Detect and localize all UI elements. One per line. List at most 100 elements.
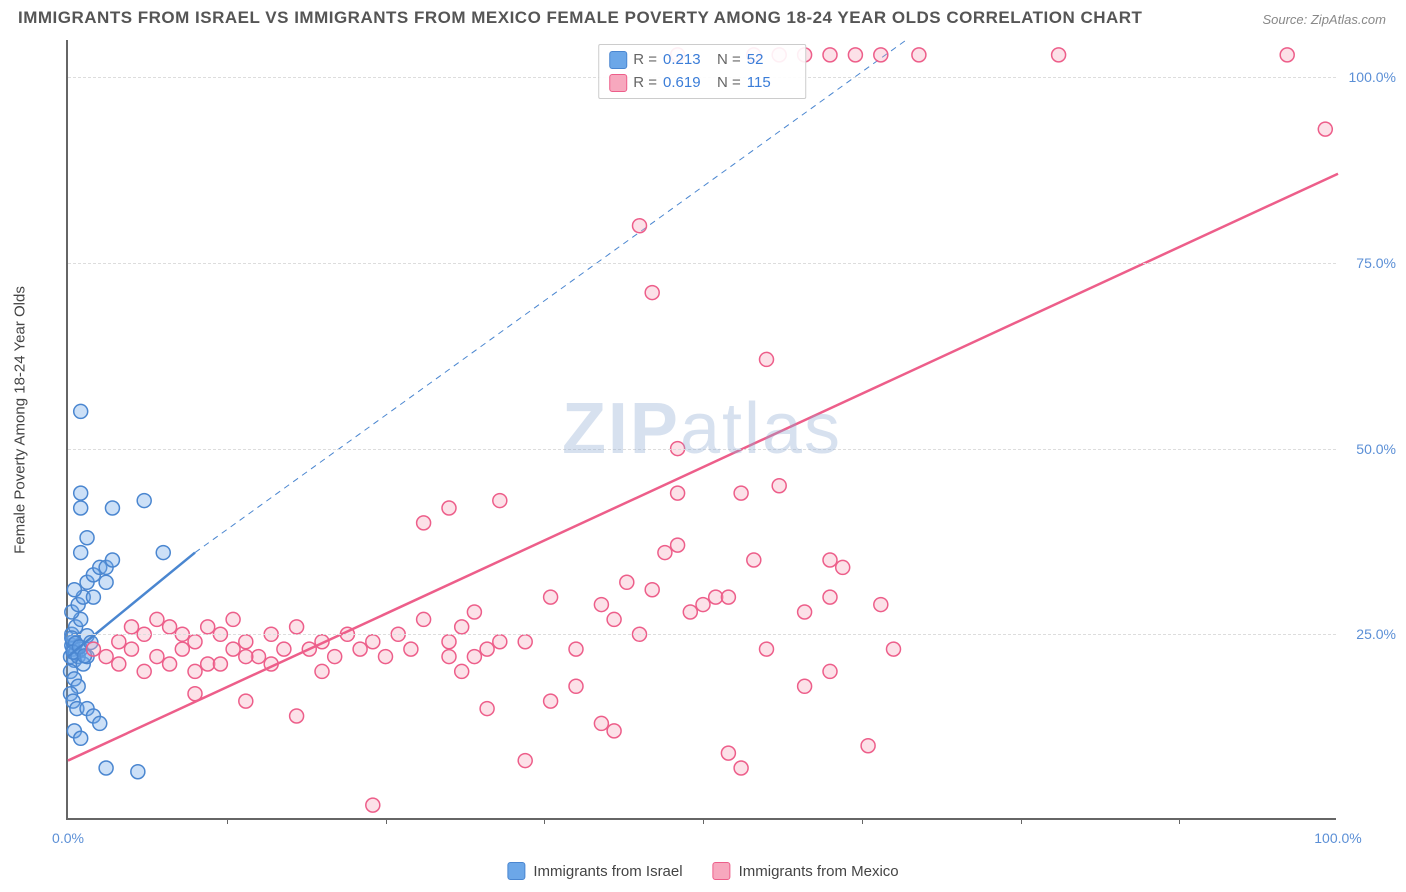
y-tick-label: 25.0% xyxy=(1356,626,1396,642)
scatter-point xyxy=(569,642,583,656)
source-prefix: Source: xyxy=(1262,12,1310,27)
scatter-point xyxy=(455,620,469,634)
legend-swatch-icon xyxy=(609,51,627,69)
scatter-point xyxy=(594,598,608,612)
y-tick-label: 50.0% xyxy=(1356,441,1396,457)
scatter-point xyxy=(658,546,672,560)
plot-area: ZIPatlas R =0.213N =52R =0.619N =115 25.… xyxy=(66,40,1336,820)
scatter-point xyxy=(455,664,469,678)
scatter-point xyxy=(874,598,888,612)
scatter-point xyxy=(315,664,329,678)
n-value: 115 xyxy=(747,72,795,95)
scatter-point xyxy=(823,590,837,604)
n-label: N = xyxy=(717,72,741,95)
r-value: 0.619 xyxy=(663,72,711,95)
scatter-point xyxy=(887,642,901,656)
trend-line xyxy=(68,174,1338,761)
scatter-point xyxy=(1318,122,1332,136)
scatter-point xyxy=(188,635,202,649)
scatter-point xyxy=(80,531,94,545)
scatter-point xyxy=(747,553,761,567)
x-tick-mark xyxy=(544,818,545,824)
scatter-point xyxy=(125,642,139,656)
scatter-point xyxy=(480,702,494,716)
scatter-point xyxy=(823,553,837,567)
legend-stats: R =0.213N =52R =0.619N =115 xyxy=(598,44,806,99)
source-attribution: Source: ZipAtlas.com xyxy=(1262,12,1386,27)
scatter-point xyxy=(366,798,380,812)
scatter-point xyxy=(848,48,862,62)
legend-series-item: Immigrants from Mexico xyxy=(713,862,899,880)
scatter-point xyxy=(607,612,621,626)
legend-swatch-icon xyxy=(609,74,627,92)
scatter-point xyxy=(594,716,608,730)
legend-stat-row: R =0.213N =52 xyxy=(609,49,795,72)
scatter-point xyxy=(74,731,88,745)
x-tick-label: 100.0% xyxy=(1314,830,1361,846)
scatter-point xyxy=(480,642,494,656)
scatter-point xyxy=(442,635,456,649)
scatter-point xyxy=(213,657,227,671)
legend-series-label: Immigrants from Mexico xyxy=(739,863,899,880)
scatter-point xyxy=(105,553,119,567)
scatter-point xyxy=(239,650,253,664)
scatter-point xyxy=(156,546,170,560)
x-tick-mark xyxy=(1021,818,1022,824)
scatter-point xyxy=(798,679,812,693)
scatter-point xyxy=(442,650,456,664)
legend-series-label: Immigrants from Israel xyxy=(533,863,682,880)
scatter-point xyxy=(163,657,177,671)
x-tick-mark xyxy=(703,818,704,824)
scatter-point xyxy=(518,635,532,649)
n-label: N = xyxy=(717,49,741,72)
scatter-point xyxy=(760,352,774,366)
scatter-point xyxy=(760,642,774,656)
scatter-point xyxy=(99,761,113,775)
scatter-point xyxy=(823,664,837,678)
scatter-point xyxy=(74,486,88,500)
n-value: 52 xyxy=(747,49,795,72)
scatter-point xyxy=(99,575,113,589)
scatter-point xyxy=(721,746,735,760)
scatter-point xyxy=(404,642,418,656)
scatter-point xyxy=(442,501,456,515)
legend-swatch-icon xyxy=(713,862,731,880)
scatter-point xyxy=(683,605,697,619)
scatter-point xyxy=(93,716,107,730)
scatter-point xyxy=(518,754,532,768)
scatter-point xyxy=(137,664,151,678)
scatter-point xyxy=(379,650,393,664)
scatter-point xyxy=(201,657,215,671)
scatter-point xyxy=(239,635,253,649)
scatter-point xyxy=(226,612,240,626)
scatter-point xyxy=(417,516,431,530)
scatter-point xyxy=(493,635,507,649)
legend-series-item: Immigrants from Israel xyxy=(507,862,682,880)
scatter-point xyxy=(131,765,145,779)
scatter-point xyxy=(671,538,685,552)
scatter-point xyxy=(696,598,710,612)
scatter-point xyxy=(125,620,139,634)
scatter-point xyxy=(671,486,685,500)
scatter-point xyxy=(861,739,875,753)
scatter-point xyxy=(798,605,812,619)
scatter-point xyxy=(188,664,202,678)
scatter-point xyxy=(366,635,380,649)
scatter-point xyxy=(912,48,926,62)
scatter-point xyxy=(645,583,659,597)
scatter-point xyxy=(734,761,748,775)
scatter-point xyxy=(721,590,735,604)
scatter-point xyxy=(493,494,507,508)
scatter-point xyxy=(772,479,786,493)
scatter-point xyxy=(86,590,100,604)
source-name: ZipAtlas.com xyxy=(1311,12,1386,27)
scatter-point xyxy=(201,620,215,634)
scatter-point xyxy=(74,404,88,418)
scatter-point xyxy=(74,501,88,515)
scatter-point xyxy=(607,724,621,738)
scatter-point xyxy=(328,650,342,664)
x-tick-mark xyxy=(386,818,387,824)
trend-line xyxy=(195,40,906,553)
scatter-point xyxy=(467,650,481,664)
scatter-point xyxy=(290,620,304,634)
